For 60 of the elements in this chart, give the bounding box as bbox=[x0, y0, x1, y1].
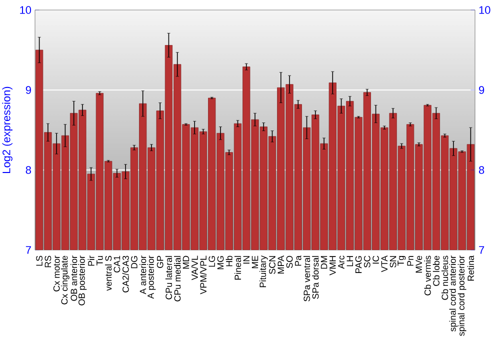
y-axis-title: Log2 (expression) bbox=[2, 86, 12, 173]
x-tick-label: Tu bbox=[96, 256, 103, 266]
x-tick-label: IC bbox=[372, 256, 379, 264]
x-tick-label: Cb lobe bbox=[432, 256, 440, 286]
x-tick-label: LH bbox=[346, 256, 353, 266]
x-tick-label: OB posterior bbox=[78, 256, 87, 306]
x-tick-label: Pa bbox=[295, 255, 302, 266]
x-tick-label: MG bbox=[217, 256, 224, 270]
x-tick-label: VMH bbox=[330, 256, 336, 276]
x-tick-label: Pineal bbox=[234, 256, 242, 280]
x-tick-label: Cb vermis bbox=[424, 256, 431, 296]
y2-tick-label: 8 bbox=[478, 166, 484, 174]
x-tick-label: spinal cord anterior bbox=[449, 256, 458, 332]
x-tick-label: Hb bbox=[226, 256, 232, 266]
x-tick-label: IN bbox=[243, 256, 250, 264]
x-tick-label: SO bbox=[286, 256, 293, 268]
x-tick-label: Tg bbox=[398, 256, 406, 266]
x-tick-label: OB anterior bbox=[70, 256, 78, 301]
y2-tick-label: 10 bbox=[479, 6, 490, 14]
x-tick-label: VPM/VPL bbox=[200, 256, 207, 294]
x-tick-label: MVe bbox=[416, 256, 422, 273]
x-tick-label: VA/VL bbox=[191, 256, 198, 280]
x-tick-label: LS bbox=[36, 256, 42, 266]
x-tick-label: Arc bbox=[338, 256, 344, 269]
x-tick-label: SPa ventral bbox=[303, 256, 310, 302]
x-tick-label: Pir bbox=[88, 256, 94, 266]
x-tick-label: SN bbox=[390, 256, 396, 268]
y2-tick-label: 9 bbox=[479, 86, 484, 94]
x-tick-label: VTA bbox=[381, 255, 388, 272]
x-tick-label: Pn bbox=[407, 256, 414, 266]
x-tick-label: Cb nucleus bbox=[442, 256, 448, 300]
x-tick-label: SC bbox=[364, 256, 370, 268]
x-tick-label: CPu medial bbox=[174, 256, 181, 302]
x-tick-label: ME bbox=[252, 256, 258, 268]
y-tick-label: 10 bbox=[20, 6, 32, 14]
y-tick-label: 9 bbox=[26, 86, 31, 94]
x-tick-label: spinal cord posterior bbox=[458, 256, 466, 336]
x-tick-label: SCN bbox=[269, 256, 276, 274]
x-tick-label: ventral S bbox=[105, 256, 112, 291]
x-tick-label: DG bbox=[131, 256, 138, 268]
x-tick-label: GP bbox=[156, 256, 164, 268]
x-tick-label: LG bbox=[208, 256, 216, 267]
x-tick-label: Cx motor bbox=[53, 256, 60, 292]
x-tick-label: Retina bbox=[467, 255, 474, 281]
y-tick-label: 7 bbox=[26, 246, 31, 254]
x-tick-label: CPu lateral bbox=[165, 256, 172, 300]
x-tick-label: A anterior bbox=[140, 256, 146, 294]
x-tick-label: CA2/CA3 bbox=[122, 256, 129, 292]
x-tick-label: RS bbox=[44, 256, 52, 268]
y-tick-label: 8 bbox=[26, 166, 31, 174]
x-tick-label: SPa dorsal bbox=[312, 256, 319, 299]
x-tick-label: PAG bbox=[355, 256, 362, 273]
x-tick-label: DM bbox=[320, 256, 328, 269]
x-tick-label: CA1 bbox=[114, 256, 120, 272]
x-tick-label: Pituitary bbox=[259, 255, 268, 288]
x-tick-label: MD bbox=[182, 256, 190, 269]
x-tick-label: Cx cingulate bbox=[61, 256, 70, 304]
y2-tick-label: 7 bbox=[479, 246, 484, 254]
x-tick-label: A posterior bbox=[147, 256, 156, 299]
x-tick-label: MPA bbox=[278, 255, 284, 274]
